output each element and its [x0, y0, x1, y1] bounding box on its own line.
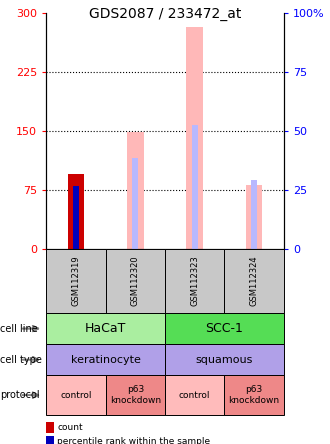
Text: GSM112323: GSM112323: [190, 255, 199, 306]
Text: cell line: cell line: [0, 324, 38, 333]
Bar: [73, 186, 79, 249]
Bar: [251, 180, 257, 249]
Text: percentile rank within the sample: percentile rank within the sample: [57, 437, 210, 444]
Text: p63
knockdown: p63 knockdown: [110, 385, 161, 405]
Text: cell type: cell type: [0, 355, 42, 365]
Text: p63
knockdown: p63 knockdown: [229, 385, 280, 405]
Bar: [186, 27, 203, 249]
Text: GSM112324: GSM112324: [249, 255, 259, 306]
Text: GSM112319: GSM112319: [71, 255, 81, 306]
Text: count: count: [57, 423, 83, 432]
Bar: [246, 185, 262, 249]
Bar: [192, 126, 198, 249]
Text: SCC-1: SCC-1: [206, 322, 243, 335]
Text: GSM112320: GSM112320: [131, 255, 140, 306]
Text: keratinocyte: keratinocyte: [71, 355, 141, 365]
Bar: [127, 132, 144, 249]
Text: squamous: squamous: [196, 355, 253, 365]
Bar: [68, 174, 84, 249]
Text: control: control: [60, 391, 92, 400]
Bar: [132, 159, 138, 249]
Text: protocol: protocol: [0, 390, 40, 400]
Text: control: control: [179, 391, 211, 400]
Text: GDS2087 / 233472_at: GDS2087 / 233472_at: [89, 7, 241, 21]
Text: HaCaT: HaCaT: [85, 322, 126, 335]
